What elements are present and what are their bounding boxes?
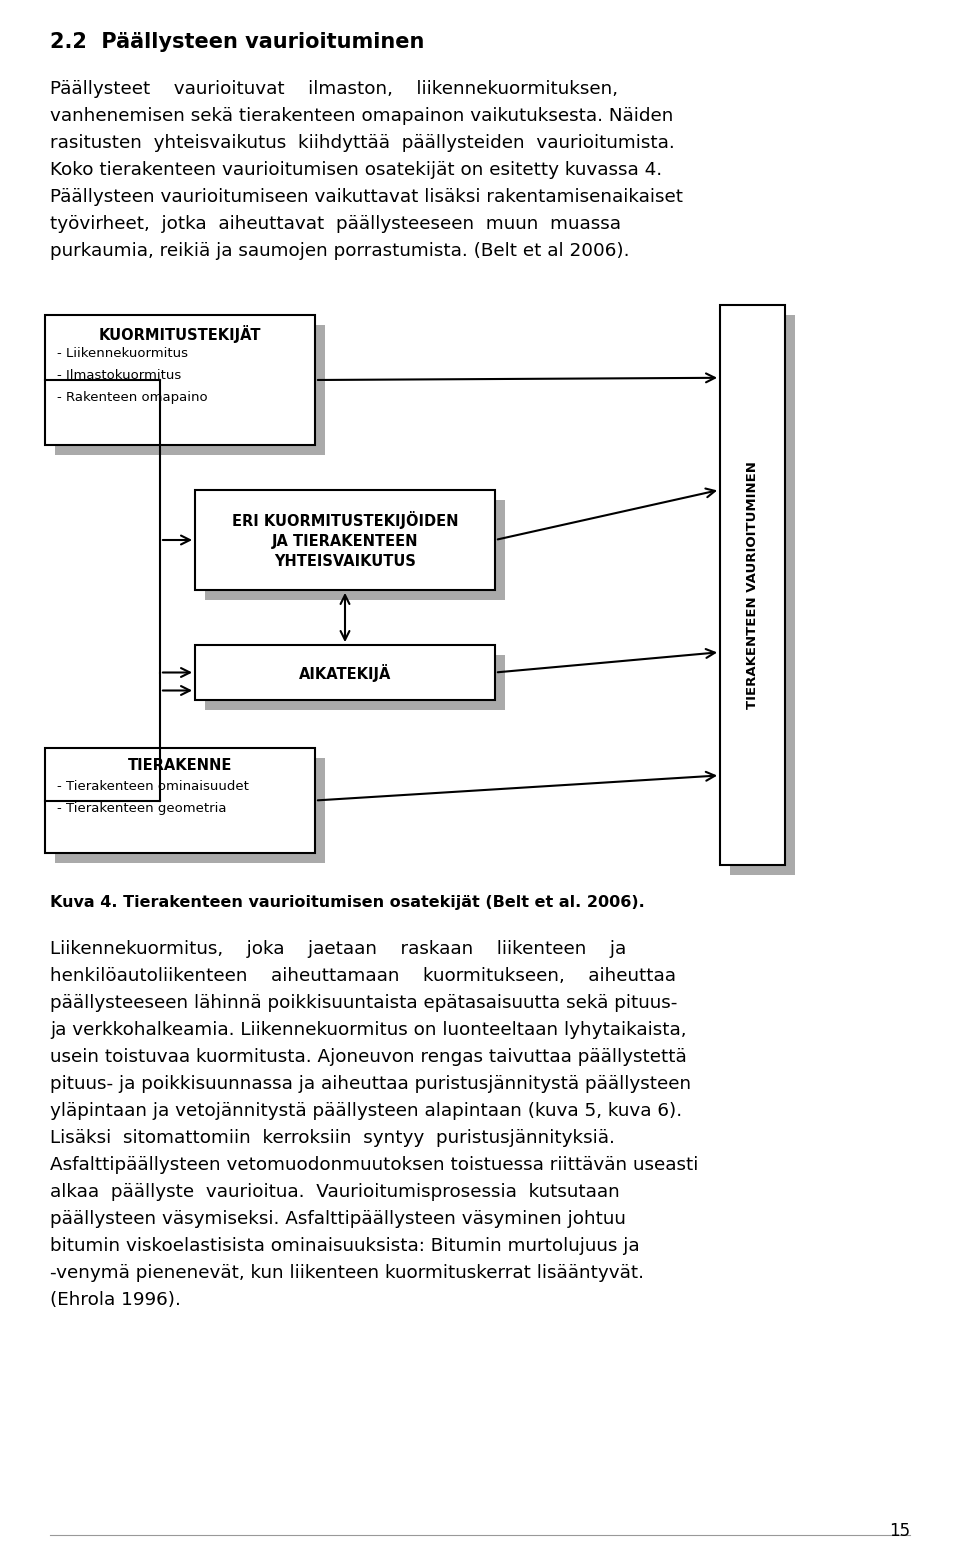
Text: ja verkkohalkeamia. Liikennekuormitus on luonteeltaan lyhytaikaista,: ja verkkohalkeamia. Liikennekuormitus on… (50, 1021, 686, 1039)
Text: pituus- ja poikkisuunnassa ja aiheuttaa puristusjännitystä päällysteen: pituus- ja poikkisuunnassa ja aiheuttaa … (50, 1075, 691, 1093)
Text: työvirheet,  jotka  aiheuttavat  päällysteeseen  muun  muassa: työvirheet, jotka aiheuttavat päällystee… (50, 216, 621, 233)
Text: Lisäksi  sitomattomiin  kerroksiin  syntyy  puristusjännityksiä.: Lisäksi sitomattomiin kerroksiin syntyy … (50, 1128, 614, 1147)
Text: Kuva 4. Tierakenteen vaurioitumisen osatekijät (Belt et al. 2006).: Kuva 4. Tierakenteen vaurioitumisen osat… (50, 896, 645, 910)
Text: - Tierakenteen geometria: - Tierakenteen geometria (57, 802, 227, 814)
Text: -venymä pienenevät, kun liikenteen kuormituskerrat lisääntyvät.: -venymä pienenevät, kun liikenteen kuorm… (50, 1264, 644, 1282)
Text: purkaumia, reikiä ja saumojen porrastumista. (Belt et al 2006).: purkaumia, reikiä ja saumojen porrastumi… (50, 242, 630, 259)
Text: päällysteen väsymiseksi. Asfalttipäällysteen väsyminen johtuu: päällysteen väsymiseksi. Asfalttipäällys… (50, 1210, 626, 1229)
Text: alkaa  päällyste  vaurioitua.  Vaurioitumisprosessia  kutsutaan: alkaa päällyste vaurioitua. Vaurioitumis… (50, 1183, 620, 1200)
Text: bitumin viskoelastisista ominaisuuksista: Bitumin murtolujuus ja: bitumin viskoelastisista ominaisuuksista… (50, 1236, 639, 1255)
Text: - Tierakenteen ominaisuudet: - Tierakenteen ominaisuudet (57, 780, 249, 792)
Text: - Ilmastokuormitus: - Ilmastokuormitus (57, 369, 181, 381)
Bar (195, 646, 495, 700)
Bar (720, 305, 785, 864)
Text: Päällysteen vaurioitumiseen vaikuttavat lisäksi rakentamisenaikaiset: Päällysteen vaurioitumiseen vaikuttavat … (50, 188, 683, 206)
Bar (195, 489, 495, 589)
Text: ERI KUORMITUSTEKIJÖIDEN
JA TIERAKENTEEN
YHTEISVAIKUTUS: ERI KUORMITUSTEKIJÖIDEN JA TIERAKENTEEN … (231, 511, 458, 569)
Text: TIERAKENNE: TIERAKENNE (128, 758, 232, 774)
Text: 2.2  Päällysteen vaurioituminen: 2.2 Päällysteen vaurioituminen (50, 31, 424, 52)
Text: (Ehrola 1996).: (Ehrola 1996). (50, 1291, 180, 1308)
Text: päällysteeseen lähinnä poikkisuuntaista epätasaisuutta sekä pituus-: päällysteeseen lähinnä poikkisuuntaista … (50, 994, 678, 1011)
Bar (55, 325, 325, 455)
Text: Koko tierakenteen vaurioitumisen osatekijät on esitetty kuvassa 4.: Koko tierakenteen vaurioitumisen osateki… (50, 161, 662, 180)
Text: 15: 15 (889, 1522, 910, 1540)
Text: Asfalttipäällysteen vetomuodonmuutoksen toistuessa riittävän useasti: Asfalttipäällysteen vetomuodonmuutoksen … (50, 1157, 698, 1174)
Text: yläpintaan ja vetojännitystä päällysteen alapintaan (kuva 5, kuva 6).: yläpintaan ja vetojännitystä päällysteen… (50, 1102, 683, 1121)
Bar (205, 500, 505, 600)
Text: KUORMITUSTEKIJÄT: KUORMITUSTEKIJÄT (99, 325, 261, 342)
Text: - Rakenteen omapaino: - Rakenteen omapaino (57, 391, 207, 403)
Bar (45, 749, 315, 853)
Text: usein toistuvaa kuormitusta. Ajoneuvon rengas taivuttaa päällystettä: usein toistuvaa kuormitusta. Ajoneuvon r… (50, 1049, 686, 1066)
Text: TIERAKENTEEN VAURIOITUMINEN: TIERAKENTEEN VAURIOITUMINEN (746, 461, 759, 710)
Bar (55, 758, 325, 863)
Text: vanhenemisen sekä tierakenteen omapainon vaikutuksesta. Näiden: vanhenemisen sekä tierakenteen omapainon… (50, 106, 673, 125)
Bar (45, 316, 315, 445)
Text: - Liikennekuormitus: - Liikennekuormitus (57, 347, 188, 359)
Bar (205, 655, 505, 710)
Text: AIKATEKIJÄ: AIKATEKIJÄ (299, 664, 391, 681)
Text: rasitusten  yhteisvaikutus  kiihdyttää  päällysteiden  vaurioitumista.: rasitusten yhteisvaikutus kiihdyttää pää… (50, 134, 675, 152)
Text: Päällysteet    vaurioituvat    ilmaston,    liikennekuormituksen,: Päällysteet vaurioituvat ilmaston, liike… (50, 80, 618, 98)
Text: Liikennekuormitus,    joka    jaetaan    raskaan    liikenteen    ja: Liikennekuormitus, joka jaetaan raskaan … (50, 939, 626, 958)
Text: henkilöautoliikenteen    aiheuttamaan    kuormitukseen,    aiheuttaa: henkilöautoliikenteen aiheuttamaan kuorm… (50, 967, 676, 985)
Bar (730, 316, 795, 875)
